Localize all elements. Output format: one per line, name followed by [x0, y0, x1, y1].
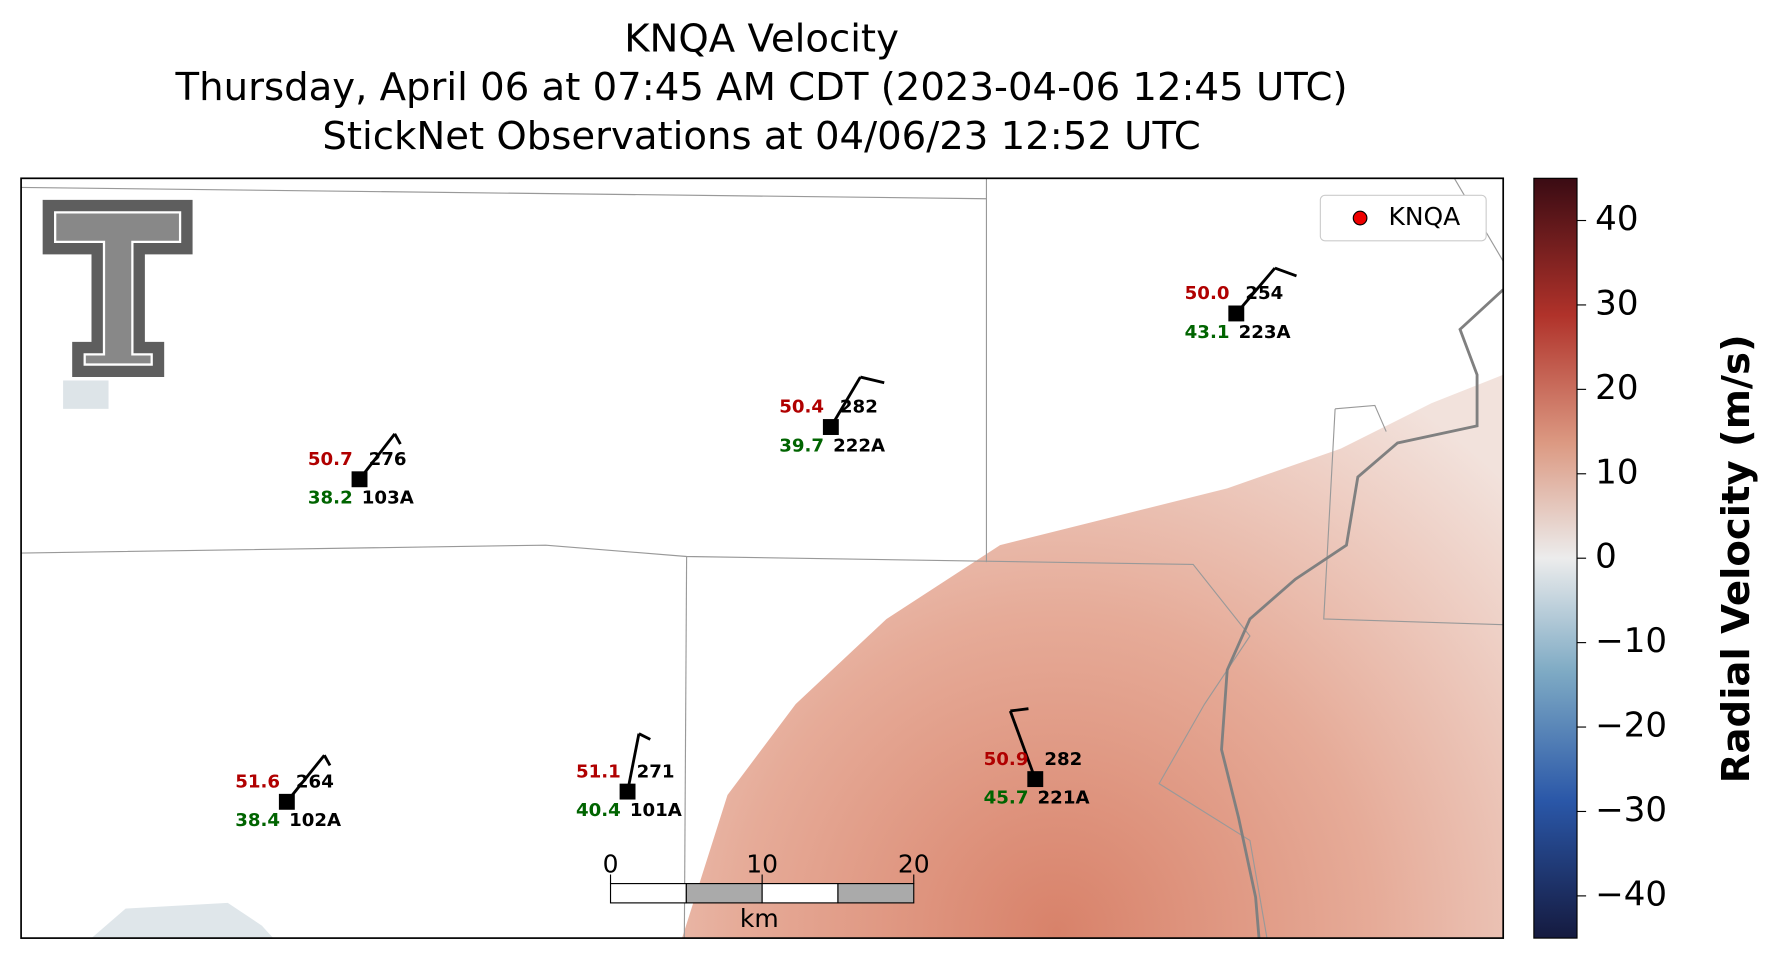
colorbar-tick-label: −30 [1595, 790, 1667, 830]
station-id: 103A [362, 488, 414, 509]
station-value: 271 [637, 761, 675, 782]
station-marker [619, 783, 636, 800]
scale-segment [685, 883, 763, 904]
colorbar-tick-label: 40 [1595, 199, 1638, 239]
wind-barb [638, 732, 651, 741]
temperature: 50.0 [1185, 283, 1230, 304]
temperature: 51.6 [235, 772, 280, 793]
radar-field [63, 380, 109, 409]
title-line: Thursday, April 06 at 07:45 AM CDT (2023… [175, 65, 1348, 110]
colorbar-label: Radial Velocity (m/s) [1714, 334, 1759, 783]
wind-barb [323, 754, 332, 767]
colorbar-tick-label: 0 [1595, 537, 1617, 577]
scale-segment [837, 883, 915, 904]
station-value: 282 [840, 397, 878, 418]
radar-field [91, 902, 274, 939]
river [1220, 288, 1504, 939]
scale-tick-label: 20 [898, 849, 930, 878]
scale-segment [609, 883, 687, 904]
title-line: KNQA Velocity [624, 16, 899, 61]
colorbar-tick-label: −10 [1595, 621, 1667, 661]
scale-unit: km [740, 904, 779, 933]
dewpoint: 43.1 [1185, 322, 1230, 343]
dewpoint: 40.4 [576, 800, 621, 821]
dewpoint: 38.4 [235, 810, 280, 831]
wind-barb [860, 375, 885, 385]
station-id: 222A [833, 435, 885, 456]
station-id: 102A [289, 810, 341, 831]
colorbar-tick-label: −20 [1595, 706, 1667, 746]
station-value: 264 [296, 772, 334, 793]
logo [40, 197, 195, 380]
colorbar [1533, 177, 1578, 939]
station-id: 223A [1239, 322, 1291, 343]
station-id: 101A [630, 800, 682, 821]
legend: KNQA [1319, 194, 1487, 242]
radar-field [682, 374, 1504, 939]
temperature: 51.1 [576, 761, 621, 782]
colorbar-tick-label: 10 [1595, 452, 1638, 492]
colorbar-tick-label: 20 [1595, 368, 1638, 408]
dewpoint: 39.7 [779, 435, 824, 456]
legend-label: KNQA [1388, 202, 1460, 231]
station-marker [1228, 305, 1245, 322]
dewpoint: 38.2 [308, 488, 353, 509]
scale-tick-label: 0 [603, 849, 619, 878]
wind-barb [829, 376, 862, 428]
wind-barb [1008, 710, 1037, 780]
wind-barb [626, 733, 641, 792]
title-line: StickNet Observations at 04/06/23 12:52 … [322, 114, 1200, 159]
station-value: 254 [1245, 283, 1283, 304]
station-value: 276 [369, 449, 407, 470]
temperature: 50.4 [779, 397, 824, 418]
station-marker [1027, 771, 1044, 788]
wind-barb [1010, 707, 1029, 713]
station-value: 282 [1044, 749, 1082, 770]
station-marker [351, 471, 368, 488]
dewpoint: 45.7 [984, 787, 1029, 808]
temperature: 50.7 [308, 449, 353, 470]
scale-tick-label: 10 [746, 849, 778, 878]
temperature: 50.9 [984, 749, 1029, 770]
legend-box [1319, 194, 1487, 242]
wind-barb [393, 433, 402, 445]
colorbar-tick-label: 30 [1595, 283, 1638, 323]
legend-marker [1352, 210, 1368, 226]
scale-segment [761, 883, 839, 904]
map-frame [20, 177, 1505, 939]
station-marker [822, 419, 839, 435]
colorbar-tick-label: −40 [1595, 874, 1667, 914]
station-marker [278, 793, 295, 810]
station-id: 221A [1038, 787, 1090, 808]
wind-barb [1274, 266, 1297, 278]
